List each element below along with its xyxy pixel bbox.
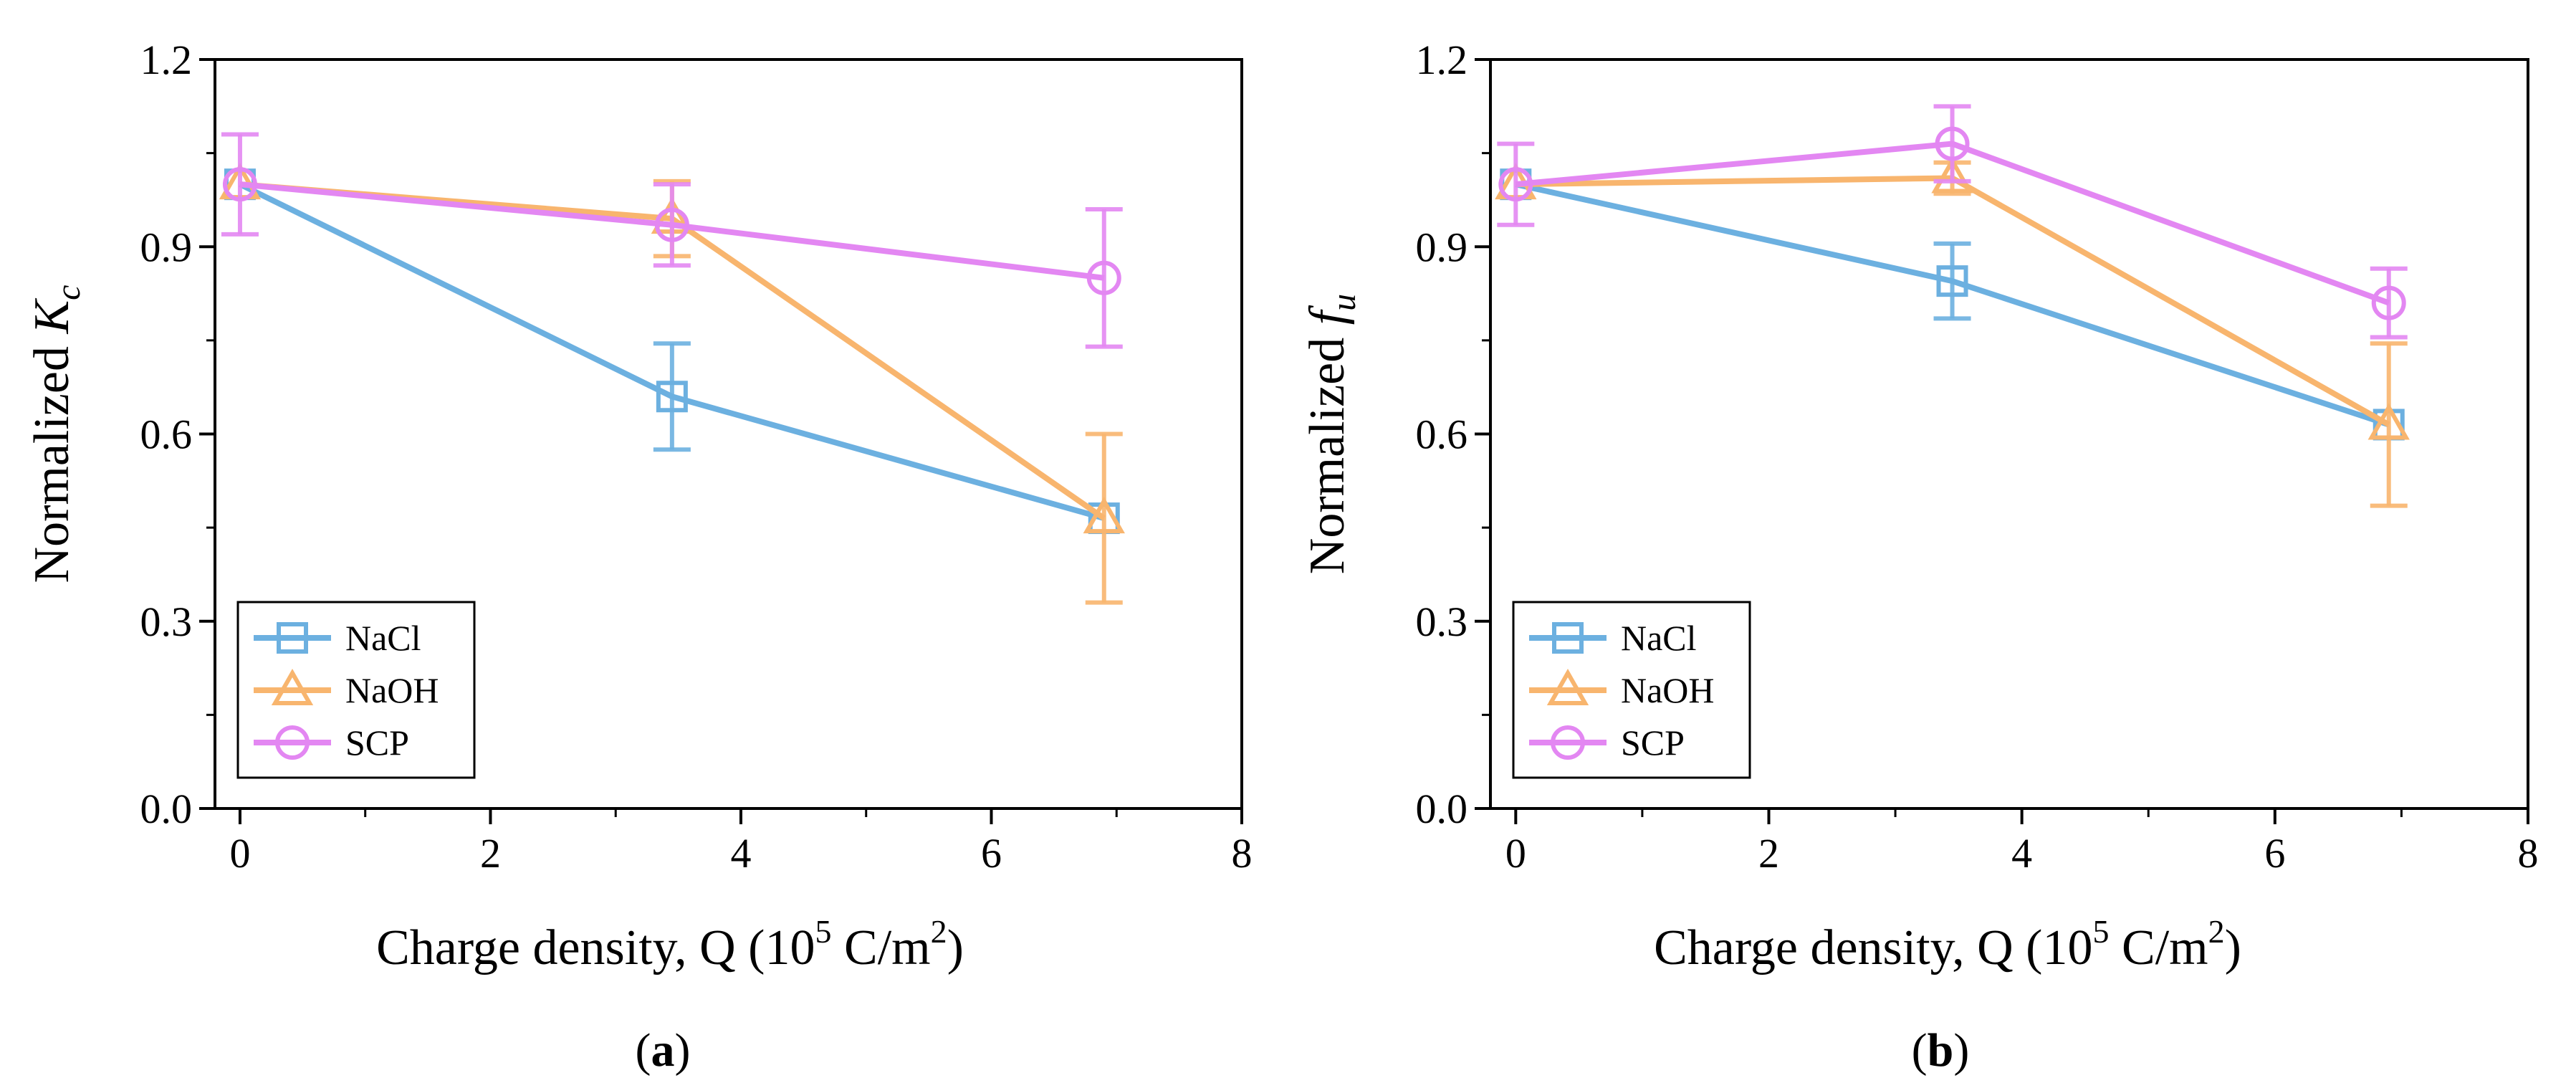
data-point-circle [1935,126,1970,161]
series-scp [221,132,1123,349]
x-axis-label-unit: C/m [2110,920,2208,975]
x-axis-label: Charge density, Q (105 C/m2) [376,913,964,975]
x-tick-label: 8 [1232,830,1253,877]
y-axis-label: Normalized Kc [24,285,87,583]
y-axis-label-text: Normalized [1300,325,1355,574]
chart-panel-a: 0 2 4 6 8 0.0 0.3 0.6 0.9 1.2 Normalized Kc Charge … [24,37,1253,1077]
x-axis-label: Charge density, Q (105 C/m2) [1654,913,2241,975]
data-point-circle [2371,285,2406,320]
y-tick-label: 1.2 [140,37,193,83]
y-tick-label: 0.6 [1416,411,1468,458]
panel-label: (b) [1912,1024,1970,1077]
y-tick-label: 0.0 [1416,786,1468,832]
x-tick-label: 4 [730,830,751,877]
legend-label: SCP [345,722,409,763]
x-tick-label: 6 [2264,830,2285,877]
legend-label: SCP [1621,722,1685,763]
panel-label-paren: ) [1953,1024,1969,1077]
x-axis-label-superscript: 2 [931,913,947,950]
legend-marker-square [277,622,308,654]
x-axis-label-superscript: 5 [2093,913,2110,950]
x-tick-label: 8 [2518,830,2539,877]
legend-marker-square [1552,622,1584,654]
x-axis-label-text: Charge density, Q (10 [376,920,815,975]
y-axis-label-subscript: c [49,285,87,300]
y-axis-label-symbol: K [24,298,80,335]
panel-label-letter: b [1928,1024,1954,1077]
y-axis-label-text: Normalized [24,334,80,583]
panel-label-paren: ( [1912,1024,1928,1077]
legend-marker-triangle [1546,668,1589,705]
legend-label: NaOH [345,670,439,710]
legend-marker-circle [1551,725,1585,760]
y-tick-label: 0.9 [140,224,193,270]
series-nacl [1500,168,2405,441]
x-tick-label: 2 [480,830,501,877]
x-axis-label-text: Charge density, Q (10 [1654,920,2092,975]
x-tick-label: 0 [229,830,250,877]
x-tick-label: 4 [2011,830,2032,877]
data-point-circle [654,207,689,242]
x-axis-label-superscript: 5 [815,913,832,950]
series-scp [1497,104,2408,340]
chart-panel-b: 0 2 4 6 8 0.0 0.3 0.6 0.9 1.2 Normalized fu Charge … [1300,37,2539,1077]
y-tick-label: 0.9 [1416,224,1468,270]
legend-label: NaCl [1621,618,1697,658]
y-tick-label: 0.3 [1416,598,1468,645]
legend: NaCl NaOH SCP [236,601,476,779]
legend-marker-circle [275,725,310,760]
legend: NaCl NaOH SCP [1512,601,1751,779]
x-axis-label-superscript: 2 [2208,913,2225,950]
data-point-circle [1086,260,1121,295]
x-axis-label-end: ) [947,920,964,975]
data-point-triangle [1083,497,1125,534]
legend-label: NaCl [345,618,421,658]
panel-label-paren: ) [675,1024,691,1077]
y-tick-label: 0.3 [140,598,193,645]
y-axis-label: Normalized fu [1300,294,1363,574]
panel-label-letter: a [651,1024,675,1077]
x-tick-label: 2 [1758,830,1779,877]
legend-label: NaOH [1621,670,1715,710]
y-tick-label: 1.2 [1416,37,1468,83]
y-axis-label-subscript: u [1325,294,1363,311]
data-point-triangle [1931,156,1973,194]
panel-label-paren: ( [636,1024,651,1077]
data-point-circle [1498,167,1533,202]
x-tick-label: 0 [1505,830,1526,877]
legend-marker-triangle [271,668,314,705]
data-point-square [656,381,688,413]
data-point-square [1936,265,1968,297]
x-tick-label: 6 [981,830,1002,877]
y-tick-label: 0.0 [140,786,193,832]
data-point-circle [222,167,257,202]
panel-label: (a) [636,1024,691,1077]
x-axis-label-end: ) [2225,920,2241,975]
data-point-triangle [2367,403,2410,440]
x-axis-label-unit: C/m [832,920,931,975]
y-tick-label: 0.6 [140,411,193,458]
